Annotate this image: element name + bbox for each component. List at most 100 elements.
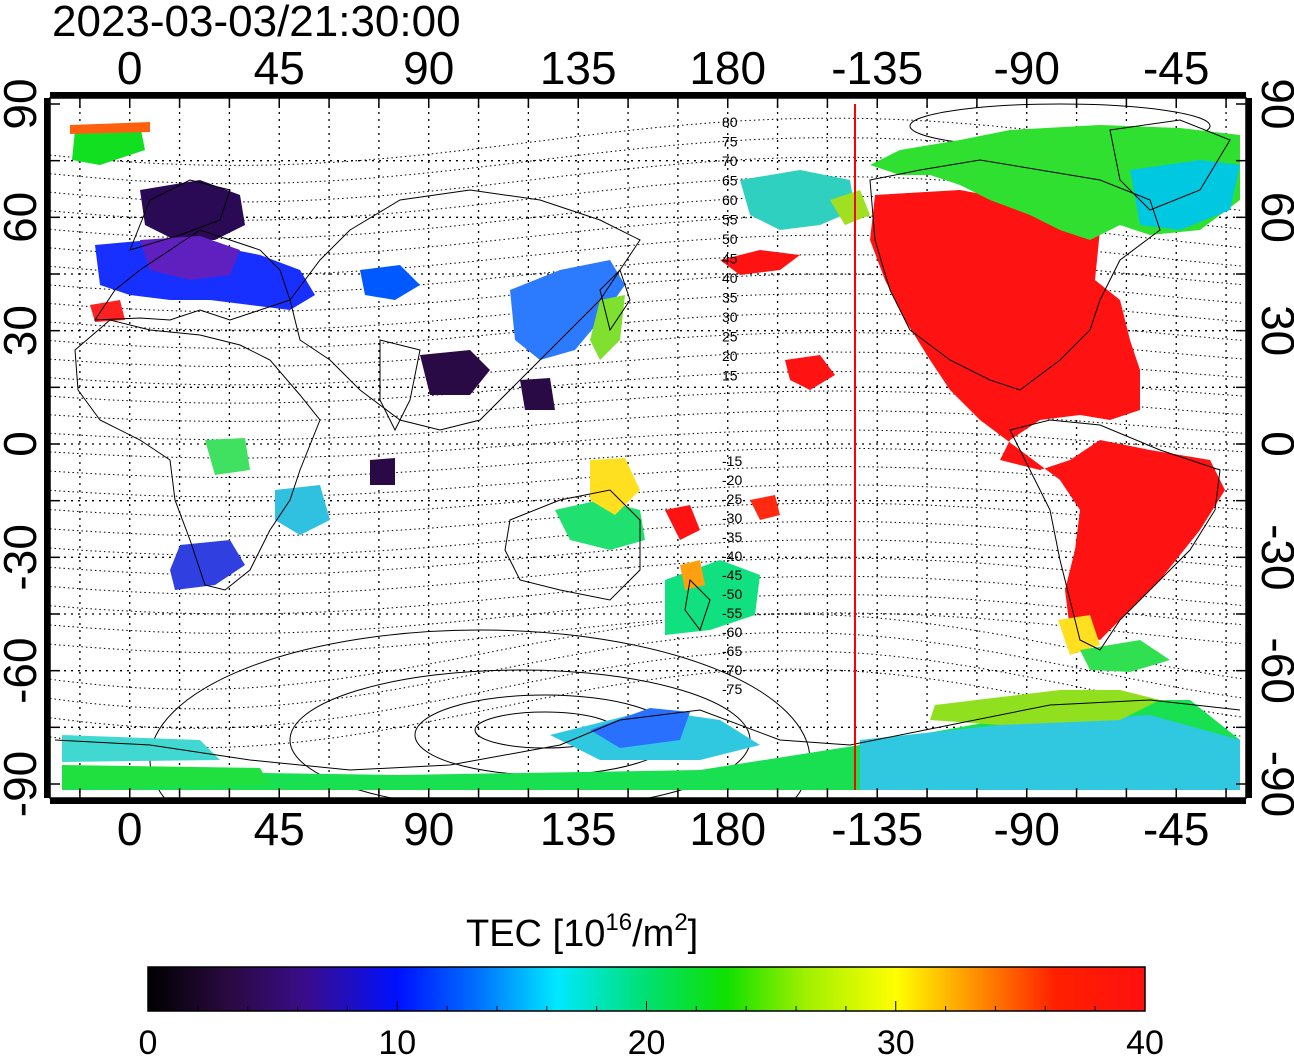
- right-axis-bar: [1246, 98, 1252, 798]
- axis-thick-bars: [44, 92, 1252, 804]
- colorbar-ticks: [147, 1001, 1146, 1011]
- coastline: [129, 179, 231, 251]
- left-tick-label: -30: [0, 524, 46, 590]
- bottom-axis-bar: [50, 798, 1246, 804]
- magnetic-contour: [50, 575, 1243, 615]
- coastline: [54, 699, 1241, 771]
- tec-patch: [205, 438, 250, 475]
- colorbar-tick-label: 40: [1126, 1024, 1164, 1057]
- tec-patch: [720, 250, 800, 275]
- contour-label: 35: [722, 290, 738, 306]
- contour-label: 15: [722, 368, 738, 384]
- tec-patch: [62, 765, 270, 788]
- magnetic-contour: [50, 631, 1243, 710]
- contour-label: 65: [722, 173, 738, 189]
- colorbar: TEC [1016/m2] 0 10 20 30 40: [139, 909, 1164, 1057]
- contour-labels: 80 75 70 65 60 55 50 45 40 35 30 25 20 15 -15 -20 -25 -30…: [722, 114, 742, 697]
- coastlines: [54, 119, 1241, 771]
- coastline: [1009, 419, 1221, 651]
- magnetic-contour: [50, 594, 1243, 634]
- left-axis-bar: [44, 98, 50, 798]
- tec-patch: [680, 560, 705, 590]
- top-axis-labels: 0 45 90 135 180 -135 -90 -45: [117, 42, 1210, 94]
- tec-patch: [370, 458, 395, 485]
- coastline: [74, 319, 321, 591]
- magnetic-contour: [50, 650, 1243, 729]
- tec-patch: [90, 300, 125, 322]
- tec-patch: [750, 495, 780, 520]
- right-tick-label: 0: [1252, 431, 1294, 457]
- tec-patch: [170, 540, 245, 590]
- coastline: [289, 189, 641, 431]
- contour-label: 25: [722, 329, 738, 345]
- tec-patch: [420, 350, 490, 395]
- magnetic-contour: [50, 156, 1243, 203]
- map-panel: 80 75 70 65 60 55 50 45 40 35 30 25 20 15 -15 -20 -25 -30…: [44, 92, 1252, 804]
- contour-label: 60: [722, 192, 738, 208]
- magnetic-contour: [50, 502, 1243, 537]
- bottom-tick-label: 0: [117, 803, 143, 855]
- tec-patch: [140, 236, 240, 280]
- contour-label: -30: [722, 510, 742, 526]
- coastline: [869, 159, 1161, 391]
- contour-label: 80: [722, 114, 738, 130]
- magnetic-contour: [50, 484, 1243, 517]
- contour-label: 55: [722, 212, 738, 228]
- tec-patch: [785, 355, 835, 390]
- left-tick-label: 90: [0, 78, 46, 129]
- contour-label: -75: [722, 681, 742, 697]
- tec-patch: [665, 505, 700, 540]
- axis-ticks: [50, 98, 1246, 798]
- tec-patch: [62, 735, 220, 762]
- contour-label: -50: [722, 586, 742, 602]
- tec-patch: [70, 122, 150, 134]
- tec-patch: [830, 190, 870, 225]
- contour-label: -40: [722, 548, 742, 564]
- contour-label: -60: [722, 624, 742, 640]
- right-tick-label: -30: [1252, 524, 1294, 590]
- tec-patch: [930, 690, 1160, 725]
- top-tick-label: -90: [993, 42, 1059, 94]
- contour-label: -55: [722, 605, 742, 621]
- top-tick-label: -45: [1143, 42, 1209, 94]
- magnetic-contour: [50, 613, 1243, 690]
- top-tick-label: 135: [540, 42, 617, 94]
- top-tick-label: 180: [689, 42, 766, 94]
- tec-patch: [590, 295, 625, 360]
- colorbar-tick-labels: 0 10 20 30 40: [139, 1024, 1164, 1057]
- tec-data-patches: [62, 122, 1240, 790]
- contour-label: 20: [722, 348, 738, 364]
- contour-label: 50: [722, 231, 738, 247]
- tec-patch: [360, 265, 420, 300]
- top-axis-bar: [50, 92, 1246, 98]
- right-tick-label: 30: [1252, 305, 1294, 356]
- magnetic-contour: [50, 117, 1243, 166]
- tec-patch: [870, 190, 1225, 640]
- left-tick-label: 0: [0, 431, 46, 457]
- colorbar-tick-label: 10: [378, 1024, 416, 1057]
- contour-label: 75: [722, 134, 738, 150]
- left-tick-label: 30: [0, 305, 46, 356]
- contour-label: -20: [722, 472, 742, 488]
- tec-patch: [1080, 640, 1170, 672]
- top-tick-label: 45: [254, 42, 305, 94]
- tec-patch: [590, 708, 690, 748]
- bottom-tick-label: 90: [403, 803, 454, 855]
- contour-label: -65: [722, 643, 742, 659]
- contour-label: -45: [722, 567, 742, 583]
- magnetic-contour: [50, 176, 1243, 221]
- coastline: [599, 269, 631, 332]
- top-tick-label: 90: [403, 42, 454, 94]
- bottom-tick-label: -90: [993, 803, 1059, 855]
- right-tick-label: 60: [1252, 192, 1294, 243]
- tec-patch: [275, 485, 330, 535]
- left-axis-labels: 90 60 30 0 -30 -60 -90: [0, 78, 46, 817]
- bottom-tick-label: 45: [254, 803, 305, 855]
- left-tick-label: -60: [0, 637, 46, 703]
- coastline: [504, 489, 641, 601]
- top-tick-label: 0: [117, 42, 143, 94]
- coastline: [94, 229, 291, 321]
- tec-patch: [520, 378, 555, 410]
- magnetic-contour: [50, 137, 1243, 185]
